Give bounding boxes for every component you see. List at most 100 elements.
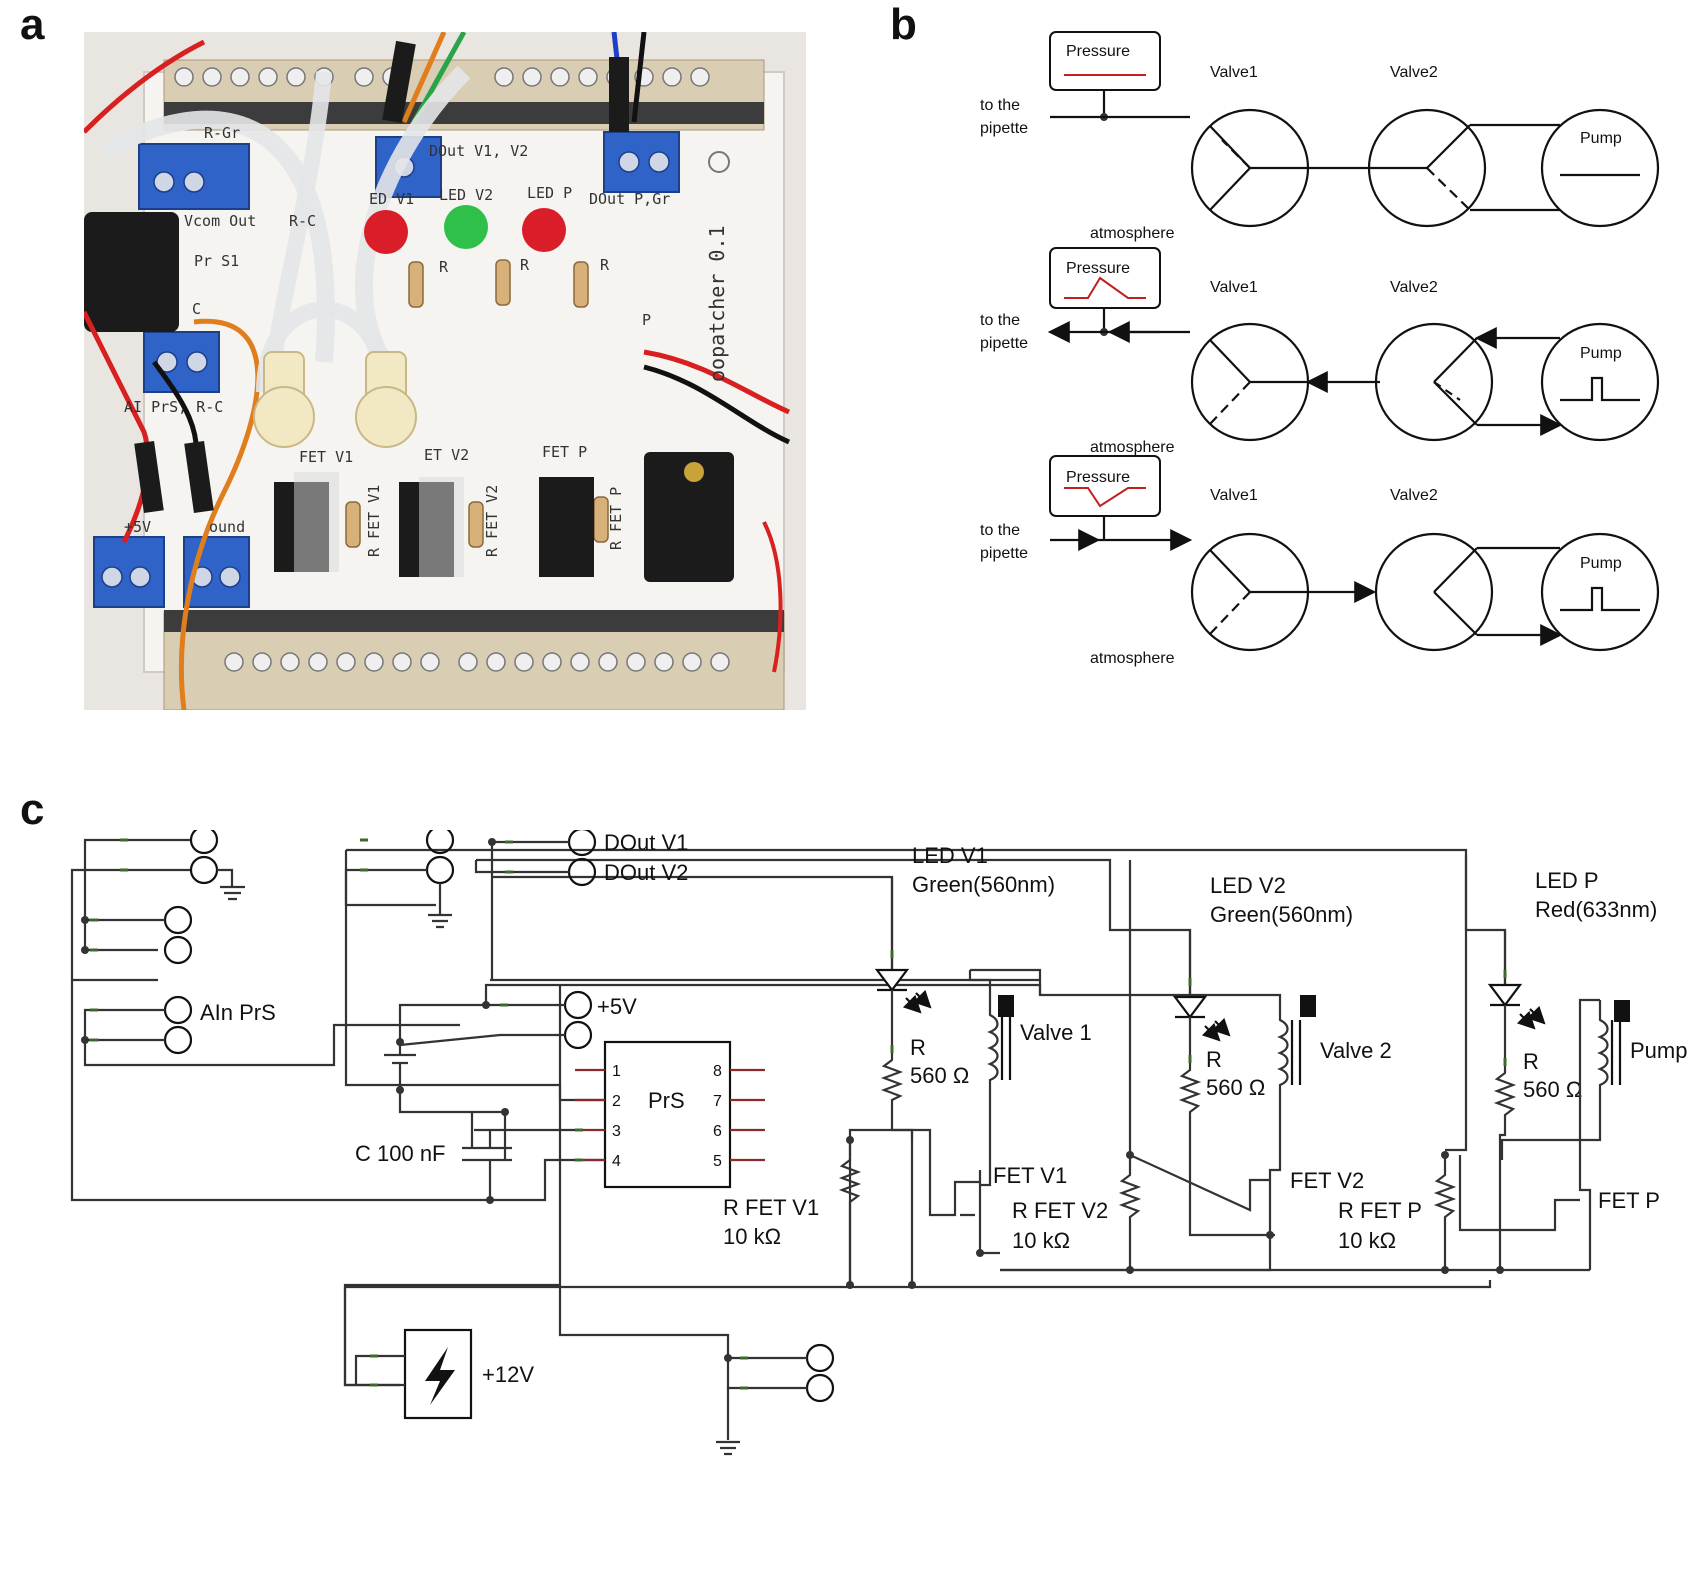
pump-label: Pump (1580, 345, 1622, 362)
pump-label: Pump (1580, 130, 1622, 147)
silk-vcom-out: Vcom Out (184, 212, 256, 230)
connector-pin (163, 1025, 193, 1055)
pipette-label: pipette (980, 335, 1028, 352)
silk-dout-pgr: DOut P,Gr (589, 190, 670, 208)
silk-r-gr: R-Gr (204, 124, 240, 142)
silk-ai-prs: AI PrS, R-C (124, 398, 223, 416)
fet-p-label: FET P (1598, 1188, 1660, 1213)
pin-3: 3 (612, 1123, 621, 1140)
led-v1-label: LED V1 (912, 843, 988, 868)
battery-symbol (384, 1025, 416, 1090)
panel-letter-a: a (20, 0, 45, 49)
pin-6: 6 (713, 1123, 722, 1140)
silk-r1: R (439, 258, 449, 276)
capacitor-100nf: C 100 nF (355, 1108, 575, 1204)
rfet-p-label: R FET P (1338, 1198, 1422, 1223)
pipette-label: pipette (980, 120, 1028, 137)
pressure-box (1049, 31, 1161, 91)
state-idle: Pressure to the pipette Valve1 Valve2 Pu… (980, 31, 1660, 242)
plus12v-supply: +12V (343, 1287, 534, 1420)
pump-label-c: Pump (1630, 1038, 1687, 1063)
led-p (522, 208, 566, 252)
atmosphere-label: atmosphere (1090, 650, 1175, 667)
ground-symbol (716, 1440, 740, 1456)
valve2-label: Valve2 (1390, 487, 1438, 504)
pin-5: 5 (713, 1153, 722, 1170)
dout-v2-label: DOut V2 (604, 860, 688, 885)
dout-p-connector: DOut P (344, 830, 605, 1102)
silk-led-v1: ED V1 (369, 190, 414, 208)
rfet-v1-val: 10 kΩ (723, 1224, 781, 1249)
plus5v-connector: +5V (396, 978, 1042, 1050)
pump-label: Pump (1580, 555, 1622, 572)
led-v2-symbol (1172, 995, 1208, 1019)
r-label-p: R (1523, 1049, 1539, 1074)
silk-led-v2: LED V2 (439, 186, 493, 204)
to-the-label: to the (980, 97, 1020, 114)
dout-v-connector: DOut V1 DOut V2 (474, 830, 688, 980)
silk-p: P (642, 311, 651, 329)
fet-v2-label: FET V2 (1290, 1168, 1364, 1193)
silk-pr-s1: Pr S1 (194, 252, 239, 270)
prs-label: PrS (648, 1088, 685, 1113)
vcom-connector: Vcom (70, 830, 245, 982)
pin-8: 8 (713, 1063, 722, 1080)
connector-pin (189, 855, 219, 885)
valve1-icon (998, 995, 1014, 1017)
pressure-trace-dip (1064, 487, 1146, 508)
led-v2-label: LED V2 (1210, 873, 1286, 898)
r-val-v2: 560 Ω (1206, 1075, 1265, 1100)
connector-pin (567, 857, 597, 887)
ground-symbol (428, 913, 452, 929)
valve1-label: Valve 1 (1020, 1020, 1092, 1045)
pressure-trace-pulse (1064, 276, 1146, 299)
silk-board-name: oopatcher 0.1 (705, 225, 729, 382)
circuit-schematic: Vcom AIn PrS DOut P DOut V1 DOut V2 (70, 830, 1687, 1456)
led-v1-symbol (874, 968, 910, 992)
led-p-symbol (1487, 983, 1523, 1007)
led-v2-color-label: Green(560nm) (1210, 902, 1353, 927)
silk-fet-v2: ET V2 (424, 446, 469, 464)
pump-symbol (1540, 532, 1660, 652)
silk-r2: R (520, 256, 530, 274)
r-val-p: 560 Ω (1523, 1077, 1582, 1102)
pin-2: 2 (612, 1093, 621, 1110)
pressure-box (1049, 455, 1161, 517)
valve1-label: Valve1 (1210, 487, 1258, 504)
connector-pin (805, 1343, 835, 1373)
pressure-label: Pressure (1066, 469, 1130, 486)
v2-branch: LED V2 Green(560nm) R 560 Ω Valve 2 FET … (1000, 860, 1392, 1274)
led-v1-color-label: Green(560nm) (912, 872, 1055, 897)
connector-pin (425, 855, 455, 885)
pin-7: 7 (713, 1093, 722, 1110)
prs-chip-body (603, 1040, 732, 1189)
pump-icon (1614, 1000, 1630, 1022)
valve-fittings (253, 351, 417, 448)
pin-1: 1 (612, 1063, 621, 1080)
valve2-icon (1300, 995, 1316, 1017)
to-the-label: to the (980, 522, 1020, 539)
dout-v1-label: DOut V1 (604, 830, 688, 855)
circuit-board-photo: R-Gr DOut V1, V2 DOut P,Gr Vcom Out R-C … (84, 32, 806, 710)
led-p-color-label: Red(633nm) (1535, 897, 1657, 922)
lightning-icon (425, 1347, 455, 1405)
connector-pin (563, 1020, 593, 1050)
silk-dout-v1v2: DOut V1, V2 (429, 142, 528, 160)
prs-chip: PrS 1 2 3 4 8 7 6 5 (575, 1040, 765, 1189)
bottom-header-strip (163, 610, 785, 710)
rfet-v2-label: R FET V2 (1012, 1198, 1108, 1223)
valve2-label: Valve2 (1390, 279, 1438, 296)
supply-box (403, 1328, 473, 1420)
connector-pin (189, 830, 219, 855)
r-label-v2: R (1206, 1047, 1222, 1072)
state-negative-pressure: Pressure to the pipette Valve1 Valve2 Pu… (980, 455, 1660, 667)
connector-pin (425, 830, 455, 855)
atmosphere-label: atmosphere (1090, 439, 1175, 456)
rfet-v2-val: 10 kΩ (1012, 1228, 1070, 1253)
valve2-label: Valve 2 (1320, 1038, 1392, 1063)
plus12v-label: +12V (482, 1362, 534, 1387)
connector-pin (163, 995, 193, 1025)
silk-rfet-v1: R FET V1 (365, 485, 383, 557)
panel-letter-b: b (890, 0, 917, 49)
pin-4: 4 (612, 1153, 621, 1170)
